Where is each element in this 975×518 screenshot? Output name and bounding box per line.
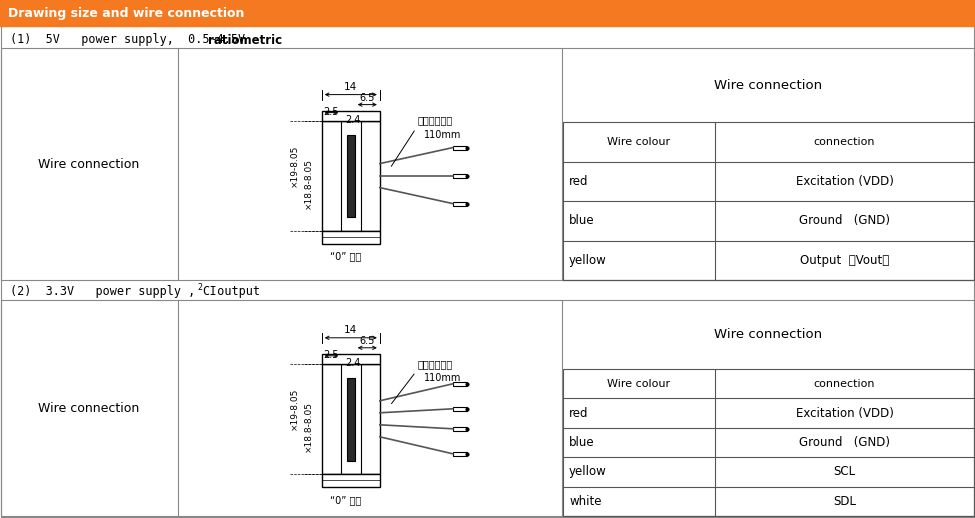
Text: ×19-8.05: ×19-8.05 <box>290 145 298 187</box>
Text: (2)  3.3V   power supply ,  I: (2) 3.3V power supply , I <box>10 285 216 298</box>
Text: 2.4: 2.4 <box>345 358 361 368</box>
Text: Wire connection: Wire connection <box>38 157 139 170</box>
Text: 6.5: 6.5 <box>360 336 375 346</box>
Text: Ground   (GND): Ground (GND) <box>800 214 890 227</box>
Text: Wire colour: Wire colour <box>607 379 671 389</box>
Bar <box>322 474 380 487</box>
Text: 2.5: 2.5 <box>324 350 339 360</box>
Text: 110mm: 110mm <box>424 373 461 383</box>
Text: 6.5: 6.5 <box>360 93 375 103</box>
Text: “0” 型圈: “0” 型圈 <box>331 495 362 505</box>
Text: Output  （Vout）: Output （Vout） <box>800 254 889 267</box>
Text: Ground   (GND): Ground (GND) <box>800 436 890 449</box>
Bar <box>322 121 380 231</box>
Bar <box>322 364 380 474</box>
Text: “0” 型圈: “0” 型圈 <box>331 252 362 262</box>
Text: 四色硬胶导线: 四色硬胶导线 <box>418 359 453 369</box>
Text: 14: 14 <box>344 325 358 335</box>
Text: 2.4: 2.4 <box>345 114 361 125</box>
Bar <box>0 0 975 26</box>
Text: Wire connection: Wire connection <box>715 79 823 92</box>
Text: blue: blue <box>569 214 595 227</box>
Text: Wire colour: Wire colour <box>607 137 671 147</box>
Text: SCL: SCL <box>834 466 856 479</box>
Text: ratiometric: ratiometric <box>208 34 282 47</box>
Text: yellow: yellow <box>569 254 606 267</box>
Text: ×18.8-8.05: ×18.8-8.05 <box>303 401 312 452</box>
Text: ×19-8.05: ×19-8.05 <box>290 387 298 430</box>
Text: red: red <box>569 175 589 188</box>
Text: white: white <box>569 495 602 508</box>
Text: 14: 14 <box>344 82 358 92</box>
Text: 三色硬胶导线: 三色硬胶导线 <box>418 116 453 125</box>
Bar <box>347 135 355 218</box>
Text: connection: connection <box>814 379 876 389</box>
Bar <box>452 174 467 178</box>
Bar <box>322 231 380 243</box>
Text: Excitation (VDD): Excitation (VDD) <box>796 175 893 188</box>
Bar <box>452 407 467 411</box>
Bar <box>452 452 467 456</box>
Bar <box>452 427 467 431</box>
Text: (1)  5V   power supply,  0.5∼4.5V: (1) 5V power supply, 0.5∼4.5V <box>10 34 259 47</box>
Text: 2: 2 <box>197 283 202 293</box>
Bar <box>452 202 467 206</box>
Text: 110mm: 110mm <box>424 130 461 139</box>
Text: Wire connection: Wire connection <box>715 328 823 341</box>
Bar <box>347 378 355 461</box>
Bar <box>1 300 974 516</box>
Bar <box>452 146 467 150</box>
Text: yellow: yellow <box>569 466 606 479</box>
Text: red: red <box>569 407 589 420</box>
Text: SDL: SDL <box>833 495 856 508</box>
Text: connection: connection <box>814 137 876 147</box>
Bar <box>322 354 380 364</box>
Bar <box>452 382 467 386</box>
Bar <box>563 122 974 280</box>
Text: Wire connection: Wire connection <box>38 401 139 414</box>
Text: blue: blue <box>569 436 595 449</box>
Text: Drawing size and wire connection: Drawing size and wire connection <box>8 7 245 20</box>
Text: C output: C output <box>203 285 260 298</box>
Bar <box>322 111 380 121</box>
Bar <box>1 48 974 280</box>
Text: ×18.8-8.05: ×18.8-8.05 <box>303 158 312 209</box>
Text: 2.5: 2.5 <box>324 107 339 117</box>
Bar <box>563 369 974 516</box>
Text: Excitation (VDD): Excitation (VDD) <box>796 407 893 420</box>
